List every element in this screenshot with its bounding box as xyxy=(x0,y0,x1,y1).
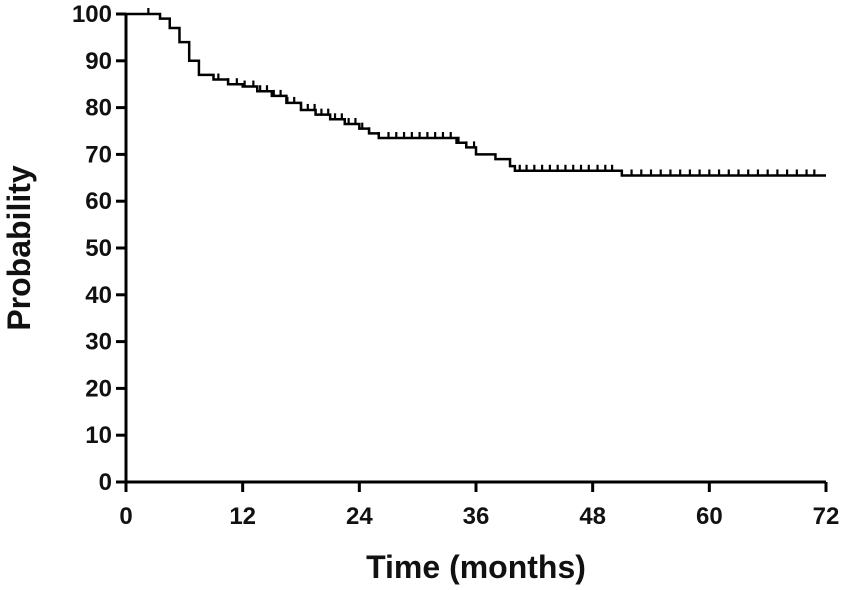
y-tick-label: 20 xyxy=(85,375,112,402)
y-tick-label: 70 xyxy=(85,141,112,168)
y-tick-label: 50 xyxy=(85,235,112,262)
y-tick-label: 60 xyxy=(85,188,112,215)
x-ticks: 0 12 24 36 48 60 72 xyxy=(119,482,839,530)
survival-curve xyxy=(126,12,826,177)
y-axis-title: Probability xyxy=(1,165,37,331)
y-tick-label: 40 xyxy=(85,282,112,309)
survival-curve-line xyxy=(126,12,826,177)
y-tick-label: 0 xyxy=(99,469,112,496)
y-tick-label: 10 xyxy=(85,422,112,449)
y-ticks: 0 10 20 30 40 50 60 70 80 90 100 xyxy=(72,1,126,496)
x-tick-label: 24 xyxy=(346,503,373,530)
y-tick-label: 30 xyxy=(85,329,112,356)
censor-marks xyxy=(147,8,816,177)
x-tick-label: 72 xyxy=(813,503,840,530)
y-tick-label: 90 xyxy=(85,48,112,75)
x-tick-label: 12 xyxy=(229,503,256,530)
y-tick-label: 80 xyxy=(85,95,112,122)
x-tick-label: 48 xyxy=(579,503,606,530)
x-tick-label: 36 xyxy=(463,503,490,530)
x-tick-label: 60 xyxy=(696,503,723,530)
y-tick-label: 100 xyxy=(72,1,112,28)
x-tick-label: 0 xyxy=(119,503,132,530)
x-axis-title: Time (months) xyxy=(366,549,586,585)
